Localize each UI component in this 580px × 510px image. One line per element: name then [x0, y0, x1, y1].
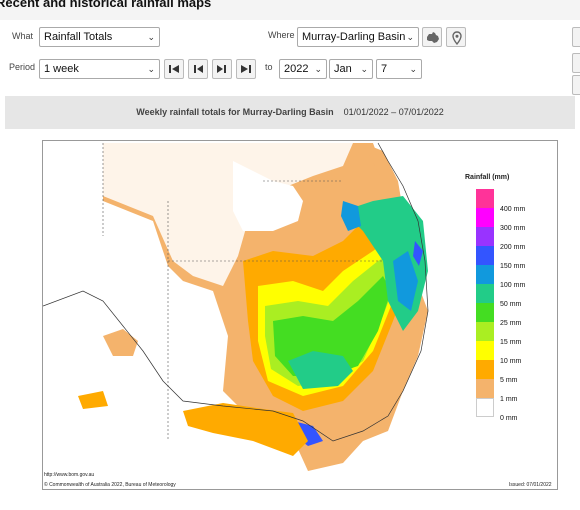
- chevron-down-icon: ⌄: [360, 64, 368, 74]
- rainfall-map-image: [43, 142, 429, 471]
- first-icon: [169, 65, 179, 73]
- australia-map-button[interactable]: [422, 27, 442, 47]
- legend-label: 50 mm: [500, 301, 522, 308]
- previous-icon: [194, 65, 203, 73]
- legend-label: 100 mm: [500, 282, 526, 289]
- legend-label: 25 mm: [500, 320, 522, 327]
- month-select[interactable]: Jan ⌄: [329, 59, 373, 79]
- footer-issued: Issued: 07/01/2022: [509, 482, 552, 488]
- legend-swatch: [476, 208, 494, 227]
- side-button[interactable]: [572, 27, 580, 47]
- chevron-down-icon: ⌄: [406, 32, 414, 42]
- legend-label: 10 mm: [500, 358, 522, 365]
- where-label: Where: [268, 30, 295, 40]
- footer-copyright: © Commonwealth of Australia 2022, Bureau…: [44, 482, 176, 488]
- australia-map-icon: [427, 32, 439, 43]
- legend-swatch: [476, 284, 494, 303]
- map-region-1mm: [103, 329, 138, 356]
- day-select[interactable]: 7 ⌄: [376, 59, 422, 79]
- legend-swatch: [476, 227, 494, 246]
- legend-label: 150 mm: [500, 263, 526, 270]
- first-button[interactable]: [164, 59, 184, 79]
- legend-swatch: [476, 398, 494, 417]
- legend-swatch: [476, 246, 494, 265]
- legend-swatch: [476, 322, 494, 341]
- year-select-value: 2022: [284, 63, 309, 75]
- chevron-down-icon: ⌄: [314, 64, 322, 74]
- legend-label: 200 mm: [500, 244, 526, 251]
- location-pin-icon: [452, 31, 462, 45]
- month-select-value: Jan: [334, 63, 352, 75]
- map-region-5mm: [78, 391, 108, 409]
- next-button[interactable]: [212, 59, 232, 79]
- map-title: Weekly rainfall totals for Murray-Darlin…: [136, 107, 334, 117]
- location-button[interactable]: [446, 27, 466, 47]
- map-dates: 01/01/2022 – 07/01/2022: [343, 107, 444, 117]
- period-select-value: 1 week: [44, 63, 79, 75]
- year-select[interactable]: 2022 ⌄: [279, 59, 327, 79]
- map-region-50mm: [288, 351, 353, 389]
- period-label: Period: [9, 62, 36, 72]
- map-region-25mm: [273, 276, 391, 376]
- map-region-5mm: [183, 403, 308, 456]
- what-select-value: Rainfall Totals: [44, 31, 113, 43]
- map-region-150mm: [413, 241, 423, 266]
- page-title: Recent and historical rainfall maps: [0, 0, 212, 10]
- where-select-value: Murray-Darling Basin: [302, 31, 406, 43]
- map-region-100mm: [341, 201, 361, 231]
- side-button[interactable]: [572, 75, 580, 95]
- chevron-down-icon: ⌄: [147, 64, 155, 74]
- rainfall-map[interactable]: [42, 140, 558, 490]
- legend-swatch: [476, 265, 494, 284]
- day-select-value: 7: [381, 63, 388, 75]
- last-icon: [241, 65, 251, 73]
- legend-swatch: [476, 189, 494, 208]
- map-title-bar: Weekly rainfall totals for Murray-Darlin…: [5, 96, 575, 129]
- to-label: to: [265, 62, 273, 72]
- what-label: What: [12, 31, 34, 41]
- legend-title: Rainfall (mm): [465, 174, 510, 181]
- map-region-dry: [233, 161, 303, 231]
- chevron-down-icon: ⌄: [147, 32, 155, 42]
- legend-label: 300 mm: [500, 225, 526, 232]
- legend-swatch: [476, 303, 494, 322]
- previous-button[interactable]: [188, 59, 208, 79]
- period-select[interactable]: 1 week ⌄: [39, 59, 160, 79]
- next-icon: [217, 65, 226, 73]
- chevron-down-icon: ⌄: [409, 64, 417, 74]
- legend-label: 15 mm: [500, 339, 522, 346]
- legend-label: 1 mm: [500, 396, 518, 403]
- legend-label: 400 mm: [500, 206, 526, 213]
- legend-swatch: [476, 379, 494, 398]
- map-region-dry: [103, 143, 353, 286]
- legend-label: 5 mm: [500, 377, 518, 384]
- coastline: [43, 142, 429, 442]
- legend-swatch: [476, 341, 494, 360]
- what-select[interactable]: Rainfall Totals ⌄: [39, 27, 160, 47]
- map-region-100mm: [393, 251, 418, 311]
- footer-url: http://www.bom.gov.au: [44, 472, 95, 478]
- legend-label: 0 mm: [500, 415, 518, 422]
- where-select[interactable]: Murray-Darling Basin ⌄: [297, 27, 419, 47]
- side-button[interactable]: [572, 53, 580, 73]
- last-button[interactable]: [236, 59, 256, 79]
- legend-swatch: [476, 360, 494, 379]
